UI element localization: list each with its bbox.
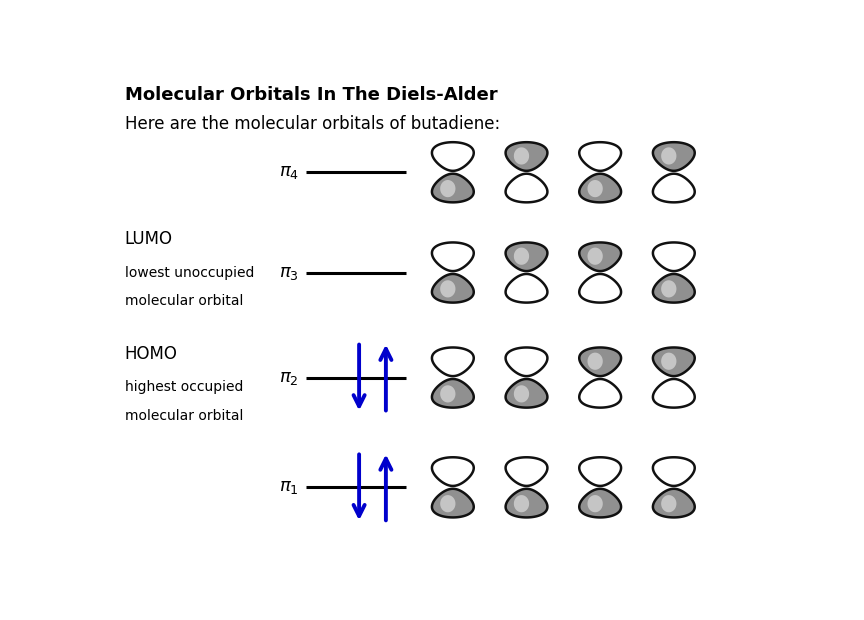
Polygon shape	[661, 148, 677, 164]
Polygon shape	[653, 458, 695, 486]
Polygon shape	[505, 347, 548, 376]
Polygon shape	[653, 379, 695, 407]
Polygon shape	[579, 489, 621, 518]
Polygon shape	[579, 274, 621, 303]
Polygon shape	[653, 274, 695, 303]
Polygon shape	[661, 495, 677, 512]
Text: HOMO: HOMO	[124, 345, 178, 363]
Polygon shape	[579, 379, 621, 407]
Text: molecular orbital: molecular orbital	[124, 294, 243, 308]
Polygon shape	[653, 142, 695, 171]
Polygon shape	[579, 242, 621, 271]
Polygon shape	[432, 242, 473, 271]
Text: Molecular Orbitals In The Diels-Alder: Molecular Orbitals In The Diels-Alder	[124, 86, 498, 104]
Polygon shape	[514, 148, 529, 164]
Text: $\pi_4$: $\pi_4$	[279, 163, 299, 181]
Polygon shape	[653, 242, 695, 271]
Polygon shape	[588, 495, 603, 512]
Text: $\pi_1$: $\pi_1$	[279, 479, 299, 497]
Polygon shape	[440, 180, 455, 197]
Polygon shape	[432, 379, 473, 407]
Polygon shape	[432, 142, 473, 171]
Polygon shape	[432, 489, 473, 518]
Polygon shape	[653, 174, 695, 202]
Text: highest occupied: highest occupied	[124, 380, 243, 394]
Text: $\pi_2$: $\pi_2$	[279, 368, 299, 386]
Text: $\pi_3$: $\pi_3$	[279, 264, 299, 281]
Polygon shape	[514, 385, 529, 402]
Polygon shape	[514, 495, 529, 512]
Polygon shape	[661, 280, 677, 298]
Polygon shape	[579, 458, 621, 486]
Polygon shape	[653, 347, 695, 376]
Polygon shape	[432, 458, 473, 486]
Text: Here are the molecular orbitals of butadiene:: Here are the molecular orbitals of butad…	[124, 115, 500, 133]
Polygon shape	[432, 274, 473, 303]
Polygon shape	[505, 379, 548, 407]
Polygon shape	[505, 174, 548, 202]
Polygon shape	[505, 274, 548, 303]
Polygon shape	[432, 347, 473, 376]
Polygon shape	[440, 280, 455, 298]
Text: lowest unoccupied: lowest unoccupied	[124, 265, 254, 280]
Polygon shape	[579, 142, 621, 171]
Text: LUMO: LUMO	[124, 230, 173, 248]
Polygon shape	[432, 174, 473, 202]
Polygon shape	[588, 247, 603, 265]
Polygon shape	[505, 242, 548, 271]
Polygon shape	[514, 247, 529, 265]
Polygon shape	[661, 353, 677, 370]
Polygon shape	[579, 347, 621, 376]
Polygon shape	[505, 489, 548, 518]
Polygon shape	[588, 180, 603, 197]
Polygon shape	[579, 174, 621, 202]
Polygon shape	[653, 489, 695, 518]
Text: molecular orbital: molecular orbital	[124, 409, 243, 423]
Polygon shape	[440, 385, 455, 402]
Polygon shape	[588, 353, 603, 370]
Polygon shape	[505, 458, 548, 486]
Polygon shape	[440, 495, 455, 512]
Polygon shape	[505, 142, 548, 171]
